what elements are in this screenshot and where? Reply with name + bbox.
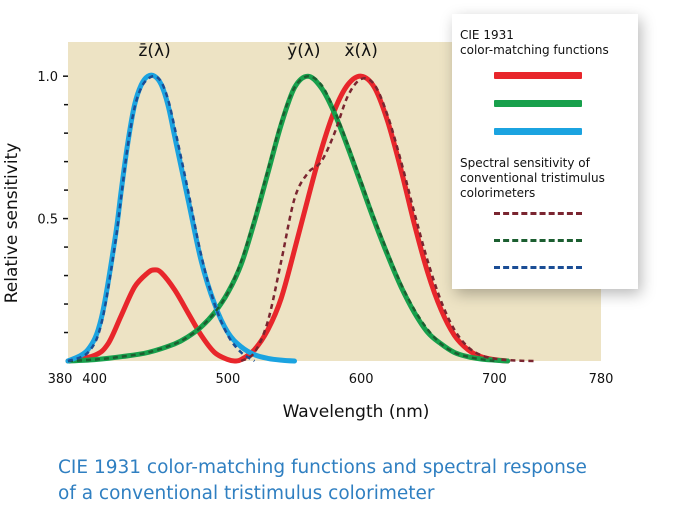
curve-annotation: z̄(λ) [138,41,170,61]
x-tick-label: 500 [215,372,240,387]
legend-swatch-cie-z [494,128,582,135]
annotation-group: z̄(λ) ȳ(λ) x̄(λ) [138,41,377,61]
legend-swatch-colorimeter-y [494,239,582,242]
x-start-label: 380 [48,372,73,387]
legend-colorimeter-title-line2: conventional tristimulus [460,171,605,185]
x-tick-label: 400 [82,372,107,387]
legend-swatch-colorimeter-x [494,212,582,215]
x-tick-label: 780 [589,372,614,387]
legend-swatch-colorimeter-z [494,266,582,269]
series-line-colorimeter-1 [67,74,495,363]
curve-annotation: x̄(λ) [344,41,377,61]
legend-colorimeter-title-line1: Spectral sensitivity of [460,156,590,170]
y-axis-label: Relative sensitivity [2,143,22,304]
legend-colorimeter-title-line3: colorimeters [460,186,536,200]
series-line-cie-0 [65,73,511,364]
x-tick-label: 700 [482,372,507,387]
axis-group: 400 500 600 700 780 380 0.5 1.0 [37,70,613,387]
y-tick-label: 1.0 [37,70,58,85]
x-tick-label: 600 [349,372,374,387]
legend-swatch-cie-y [494,100,582,107]
series-group [65,72,535,364]
series-line-colorimeter-0 [240,76,535,363]
legend-cie-title: CIE 1931 color-matching functions [460,28,609,58]
legend-cie-title-line1: CIE 1931 [460,28,514,42]
figure-caption: CIE 1931 color-matching functions and sp… [58,455,678,507]
caption-line1: CIE 1931 color-matching functions and sp… [58,457,587,478]
legend-box: CIE 1931 color-matching functions Spectr… [452,14,638,289]
legend-cie-title-line2: color-matching functions [460,43,609,57]
curve-annotation: ȳ(λ) [287,41,320,61]
series-line-colorimeter-2 [67,74,256,363]
legend-colorimeter-title: Spectral sensitivity of conventional tri… [460,156,605,201]
x-axis-label: Wavelength (nm) [283,402,430,422]
legend-swatch-cie-x [494,72,582,79]
y-tick-label: 0.5 [37,213,58,228]
caption-line2: of a conventional tristimulus colorimete… [58,483,435,504]
